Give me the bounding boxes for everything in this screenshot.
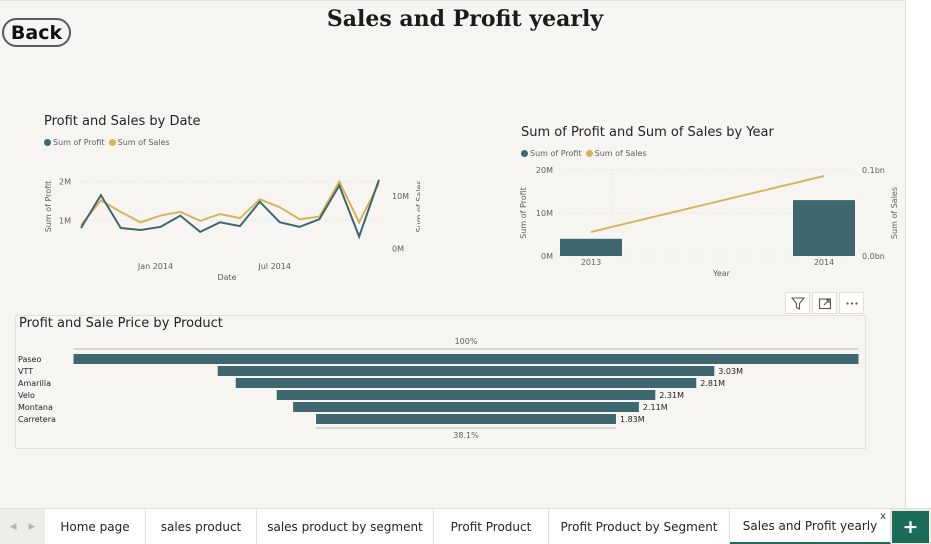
x-axis-label: Date <box>217 273 236 282</box>
tab-profit-product[interactable]: Profit Product <box>434 509 549 544</box>
more-options-icon[interactable] <box>839 292 864 314</box>
tab-label: sales product by segment <box>267 520 423 534</box>
y-tick-label: 0M <box>541 252 553 261</box>
legend-dot-profit <box>521 150 528 157</box>
funnel-bottom-label: 38.1% <box>453 431 479 440</box>
y-axis-label: Sum of Profit <box>44 181 53 233</box>
page-tab-bar: ◀ ▶ Home page sales product sales produc… <box>0 508 931 544</box>
x-axis-label: Year <box>712 269 731 278</box>
value-label: 2.31M <box>659 391 684 400</box>
value-label: 1.83M <box>620 415 645 424</box>
date-chart[interactable]: 1M 2M 0M 10M Jan 2014 Jul 2014 Date Sum of Prof… <box>38 160 420 286</box>
add-page-button[interactable]: + <box>892 511 929 543</box>
y2-axis-label: Sum of Sales <box>415 180 420 232</box>
y2-tick-label: 0M <box>392 245 404 254</box>
x-tick-label: 2013 <box>581 258 601 267</box>
value-label: 2.11M <box>643 403 668 412</box>
legend-item-sales[interactable]: Sum of Sales <box>108 138 170 147</box>
tab-home-page[interactable]: Home page <box>45 509 146 544</box>
funnel-bar <box>217 366 715 376</box>
legend-dot-profit <box>44 139 51 146</box>
focus-mode-icon[interactable] <box>812 292 837 314</box>
year-chart-legend: Sum of Profit Sum of Sales <box>521 149 647 158</box>
legend-label-sales: Sum of Sales <box>117 138 170 147</box>
product-chart[interactable]: 100% Paseo VTT 3.03M Amarilla 2.81M Velo 2.31M M… <box>16 332 865 447</box>
tab-label: Sales and Profit yearly <box>742 518 878 533</box>
y-axis-label: Sum of Profit <box>519 187 528 239</box>
y2-tick-label: 0.1bn <box>862 166 885 175</box>
visual-header-icons <box>785 292 864 316</box>
back-button[interactable]: Back <box>2 18 71 47</box>
tab-prev-icon[interactable]: ◀ <box>9 522 17 532</box>
page-title: Sales and Profit yearly <box>326 6 604 32</box>
close-icon[interactable]: x <box>880 511 886 522</box>
y2-axis-label: Sum of Sales <box>890 187 899 239</box>
x-tick-label: 2014 <box>814 258 834 267</box>
x-tick-label: Jul 2014 <box>257 262 291 271</box>
year-chart-title: Sum of Profit and Sum of Sales by Year <box>521 125 774 140</box>
tab-sales-and-profit-yearly[interactable]: Sales and Profit yearly x <box>730 509 891 544</box>
tab-nav-arrows: ◀ ▶ <box>0 509 45 544</box>
tab-profit-product-by-segment[interactable]: Profit Product by Segment <box>549 509 730 544</box>
y-tick-label: 10M <box>536 209 553 218</box>
legend-item-sales[interactable]: Sum of Sales <box>585 149 647 158</box>
legend-item-profit[interactable]: Sum of Profit <box>44 138 105 147</box>
filter-icon[interactable] <box>785 292 810 314</box>
funnel-bar <box>293 402 639 412</box>
tab-sales-product[interactable]: sales product <box>146 509 257 544</box>
sales-line <box>590 175 825 233</box>
sales-line <box>80 179 380 226</box>
y-tick-label: 1M <box>59 216 71 225</box>
value-label: 3.03M <box>718 367 743 376</box>
category-label: Montana <box>18 403 53 412</box>
value-label: 2.81M <box>700 379 725 388</box>
category-label: Velo <box>18 391 35 400</box>
category-label: Carretera <box>18 415 56 424</box>
tab-next-icon[interactable]: ▶ <box>28 522 36 532</box>
category-label: Amarilla <box>18 379 51 388</box>
profit-bar <box>793 200 855 256</box>
date-chart-title: Profit and Sales by Date <box>44 114 201 129</box>
legend-label-profit: Sum of Profit <box>530 149 582 158</box>
tab-label: sales product <box>160 520 242 534</box>
tab-label: Home page <box>60 520 130 534</box>
legend-item-profit[interactable]: Sum of Profit <box>521 149 582 158</box>
tab-sales-product-by-segment[interactable]: sales product by segment <box>257 509 434 544</box>
legend-dot-sales <box>585 150 593 157</box>
funnel-bar <box>73 354 859 364</box>
y-tick-label: 20M <box>536 166 553 175</box>
profit-line <box>80 179 380 240</box>
legend-dot-sales <box>108 139 116 146</box>
funnel-bar <box>235 378 697 388</box>
x-tick-label: Jan 2014 <box>137 262 173 271</box>
tab-label: Profit Product <box>450 520 532 534</box>
category-label: Paseo <box>18 355 41 364</box>
date-chart-legend: Sum of Profit Sum of Sales <box>44 138 170 147</box>
year-chart[interactable]: 0M 10M 20M 0.0bn 0.1bn 2013 2014 Year Sum of Pro… <box>515 160 905 285</box>
legend-label-profit: Sum of Profit <box>53 138 105 147</box>
right-scroll-strip <box>905 0 931 508</box>
tab-label: Profit Product by Segment <box>560 520 718 534</box>
profit-bar <box>560 238 622 256</box>
funnel-top-label: 100% <box>455 337 478 346</box>
legend-label-sales: Sum of Sales <box>594 149 647 158</box>
y2-tick-label: 0.0bn <box>862 252 885 261</box>
funnel-bar <box>316 414 616 424</box>
y2-tick-label: 10M <box>392 192 409 201</box>
y-tick-label: 2M <box>59 178 71 187</box>
product-chart-title: Profit and Sale Price by Product <box>19 316 223 331</box>
category-label: VTT <box>18 367 33 376</box>
funnel-bar <box>276 390 656 400</box>
